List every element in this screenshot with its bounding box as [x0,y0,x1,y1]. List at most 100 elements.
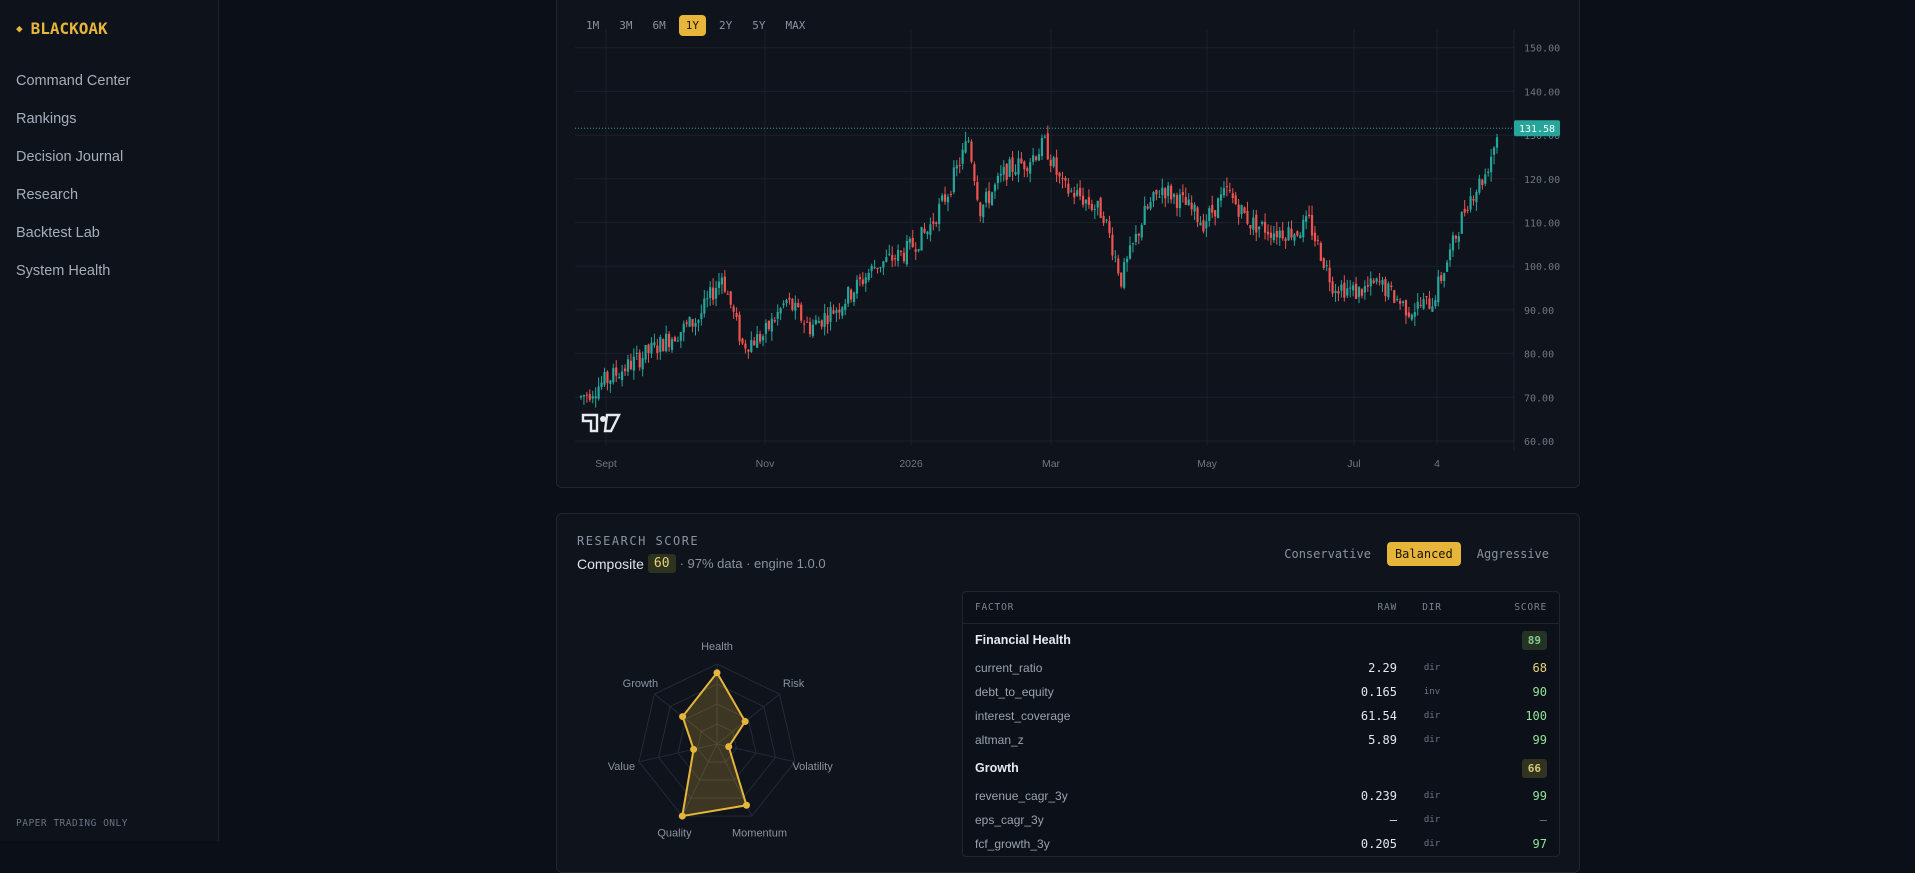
candle [970,139,973,164]
composite-label: Composite [577,555,644,572]
candle [911,229,914,248]
candle [1079,180,1082,201]
candle [982,204,985,223]
candle [603,367,606,387]
candle [858,273,862,287]
candle [665,325,668,353]
candle [985,187,988,208]
x-tick-label: 4 [1434,458,1440,470]
candle [1043,134,1046,139]
sidebar-item-backtest-lab[interactable]: Backtest Lab [16,225,100,241]
range-5y-button[interactable]: 5Y [752,19,766,32]
candle [873,259,876,269]
candle [1331,276,1334,298]
candle [1492,146,1496,165]
range-3m-button[interactable]: 3M [619,19,633,32]
candle [591,390,594,404]
table-row: revenue_cagr_3y 0.239 dir 99 [963,784,1559,808]
profile-aggressive-button[interactable]: Aggressive [1476,547,1549,561]
range-6m-button[interactable]: 6M [652,19,666,32]
candle [1440,271,1443,284]
sidebar-item-rankings[interactable]: Rankings [16,111,77,127]
group-row[interactable]: Financial Health 89 [963,624,1559,656]
candle [1296,230,1299,237]
candle [808,317,812,338]
candle [679,332,682,348]
candle [1360,288,1364,299]
candle [776,304,779,326]
table-row: fcf_growth_3y 0.205 dir 97 [963,832,1559,856]
sidebar-nav: Command Center Rankings Decision Journal… [16,70,130,298]
range-max-button[interactable]: MAX [785,19,806,32]
candle [712,278,715,306]
sidebar-item-research[interactable]: Research [16,187,79,203]
diamond-icon: ◆ [16,22,23,35]
candle [1425,296,1428,305]
x-tick-label: Mar [1042,458,1061,470]
table-row: interest_coverage 61.54 dir 100 [963,704,1559,728]
tradingview-logo-icon [581,413,621,433]
candle [861,271,864,287]
range-1y-button[interactable]: 1Y [678,15,706,36]
candle [1023,160,1026,178]
candle [932,212,935,231]
candle [670,336,674,353]
profile-balanced-button[interactable]: Balanced [1386,542,1461,566]
radar-point [743,801,751,809]
radar-point [741,718,749,726]
radar-grid-ring [696,723,738,763]
sidebar-item-command-center[interactable]: Command Center [16,73,131,89]
table-row: eps_cagr_3y — dir — [963,808,1559,832]
candle [1310,205,1314,241]
factor-raw: 0.165 [1360,685,1397,699]
candle [788,292,791,305]
candle [1143,196,1146,225]
candle [967,137,970,143]
radar-axis-label: Volatility [792,761,833,773]
factor-score: 100 [1525,709,1547,723]
candle [817,316,820,324]
candle [964,131,967,154]
group-name: Growth [975,761,1019,775]
candle [1181,184,1184,203]
radar-point [713,669,721,677]
research-score-title: RESEARCH SCORE [577,534,700,548]
factor-score: 90 [1532,685,1547,699]
candle [767,320,770,332]
candle [764,319,768,343]
candle [1484,168,1487,187]
profile-conservative-button[interactable]: Conservative [1284,547,1371,561]
candle [899,250,903,257]
candle [1354,276,1358,300]
group-score-badge: 66 [1521,758,1547,778]
candle [1137,232,1140,245]
candle [1064,176,1067,188]
candle [632,348,635,380]
candle [1472,195,1475,206]
candle [700,304,703,326]
sidebar-item-system-health[interactable]: System Health [16,263,111,279]
candle [1049,154,1052,173]
candle [1199,216,1202,226]
range-1m-button[interactable]: 1M [586,19,600,32]
factor-score: — [1539,813,1547,827]
candle [1428,290,1431,310]
factor-raw: — [1389,813,1397,827]
candlestick-chart[interactable]: 150.00 140.00 130.00 120.00 110.00 100.00 90.0… [557,0,1581,489]
brand[interactable]: ◆ BLACKOAK [16,19,108,38]
candle [1346,279,1349,299]
sidebar-item-decision-journal[interactable]: Decision Journal [16,149,124,165]
candle [1202,213,1205,234]
group-row[interactable]: Growth 66 [963,752,1559,784]
x-tick-label: Jul [1347,458,1360,470]
candle [735,307,738,321]
factor-name: revenue_cagr_3y [975,789,1068,803]
factor-dir: dir [1423,791,1441,801]
candle [1490,148,1493,182]
candle [1034,155,1038,162]
candle [823,303,826,336]
candle [1349,280,1352,298]
candle [990,191,994,207]
range-2y-button[interactable]: 2Y [719,19,733,32]
composite-meta: · 97% data · engine 1.0.0 [679,556,826,571]
